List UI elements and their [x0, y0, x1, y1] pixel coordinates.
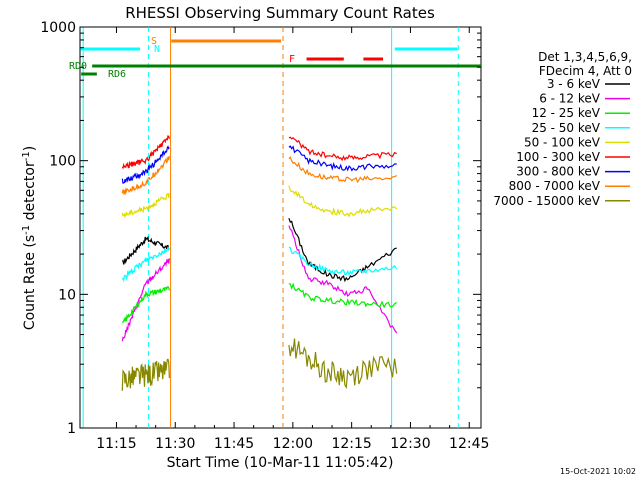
series-line — [288, 246, 398, 277]
series-line — [288, 136, 397, 162]
legend-label: 6 - 12 keV — [539, 92, 601, 106]
legend: Det 1,3,4,5,6,9, FDecim 4, Att 0 3 - 6 k… — [493, 50, 632, 208]
series-line — [121, 358, 170, 391]
status-label-rd6: RD6 — [108, 69, 126, 80]
y-axis-label: Count Rate (s-1 detector-1) — [21, 146, 38, 330]
y-ticks: 1 10 100 1000 — [40, 20, 481, 437]
series-line — [121, 258, 170, 342]
x-tick-label: 12:45 — [449, 436, 489, 452]
series-line — [121, 246, 170, 283]
legend-label: 50 - 100 keV — [524, 135, 601, 149]
x-axis-label: Start Time (10-Mar-11 11:05:42) — [167, 455, 394, 471]
series-line — [288, 185, 398, 218]
status-layer: SN F RD0 RD6 — [69, 27, 481, 428]
legend-header-2: FDecim 4, Att 0 — [539, 64, 632, 78]
footer-timestamp: 15-Oct-2021 10:02 — [560, 467, 636, 476]
x-tick-label: 12:00 — [273, 436, 313, 452]
series-line — [121, 235, 170, 265]
x-tick-label: 11:15 — [96, 436, 136, 452]
status-label-s: S — [151, 36, 157, 47]
series-layer — [121, 135, 398, 391]
y-tick-label: 1 — [67, 421, 76, 437]
legend-label: 12 - 25 keV — [532, 106, 601, 120]
legend-label: 800 - 7000 keV — [509, 179, 601, 193]
series-line — [121, 145, 170, 184]
series-line — [288, 338, 398, 389]
x-tick-label: 11:45 — [214, 436, 254, 452]
chart-title: RHESSI Observing Summary Count Rates — [125, 4, 435, 22]
y-tick-label: 100 — [49, 154, 76, 170]
legend-label: 100 - 300 keV — [516, 150, 600, 164]
x-tick-label: 11:30 — [155, 436, 195, 452]
legend-header-1: Det 1,3,4,5,6,9, — [538, 50, 632, 64]
legend-label: 3 - 6 keV — [547, 77, 601, 91]
x-tick-label: 12:30 — [390, 436, 430, 452]
plot-frame — [79, 26, 482, 429]
series-line — [288, 225, 398, 334]
y-axis: 1 10 100 1000 Count Rate (s-1 detector-1) — [21, 20, 481, 437]
status-label-n: N — [154, 44, 160, 55]
series-line — [121, 192, 170, 219]
series-line — [288, 156, 397, 184]
legend-label: 300 - 800 keV — [516, 165, 600, 179]
y-tick-label: 10 — [58, 287, 76, 303]
series-line — [121, 135, 170, 170]
status-label-f: F — [289, 54, 295, 65]
x-ticks: 11:15 11:30 11:45 12:00 12:15 12:30 12:45 — [96, 27, 489, 452]
series-line — [121, 285, 170, 324]
series-line — [288, 217, 397, 283]
status-label-rd0: RD0 — [69, 61, 87, 72]
series-line — [288, 145, 397, 172]
x-tick-label: 12:15 — [331, 436, 371, 452]
y-tick-label: 1000 — [40, 20, 76, 36]
x-axis: 11:15 11:30 11:45 12:00 12:15 12:30 12:45 Star… — [96, 27, 489, 471]
plot-area — [79, 26, 482, 429]
series-line — [121, 155, 170, 196]
series-line — [288, 282, 397, 309]
legend-label: 25 - 50 keV — [532, 121, 601, 135]
legend-label: 7000 - 15000 keV — [493, 194, 600, 208]
